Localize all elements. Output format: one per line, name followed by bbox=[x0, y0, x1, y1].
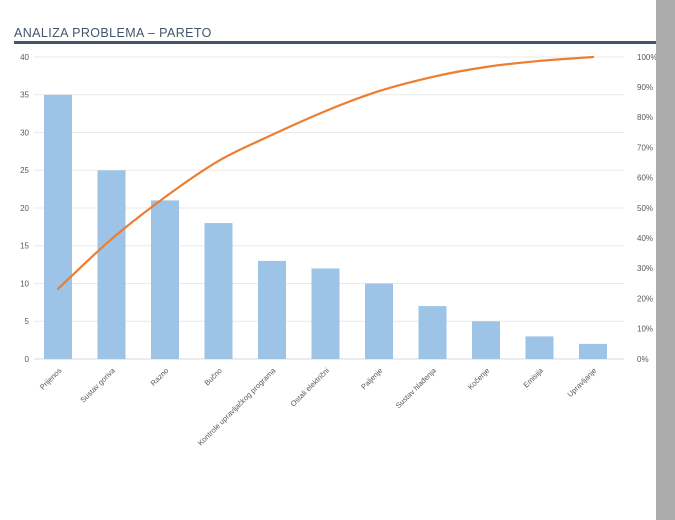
right-axis-tick-label: 100% bbox=[637, 53, 656, 62]
left-axis-tick-label: 15 bbox=[20, 242, 29, 251]
category-label: Kočenje bbox=[466, 366, 492, 392]
right-axis-tick-label: 0% bbox=[637, 355, 649, 364]
left-axis-tick-label: 25 bbox=[20, 166, 29, 175]
bar bbox=[579, 343, 607, 359]
right-axis-tick-label: 40% bbox=[637, 234, 653, 243]
cumulative-line bbox=[56, 55, 595, 290]
right-axis-tick-label: 70% bbox=[637, 143, 653, 152]
category-label: Paljenje bbox=[359, 366, 384, 391]
pareto-chart[interactable]: 0 5 10 15 20 25 30 35 40 0% 10% 20% 30% 40% 50% 60% 70% 8… bbox=[0, 0, 656, 520]
left-axis-tick-label: 40 bbox=[20, 53, 29, 62]
right-axis-tick-label: 90% bbox=[637, 83, 653, 92]
title-underline bbox=[14, 41, 656, 44]
category-label: Sustav goriva bbox=[78, 365, 117, 404]
right-axis-tick-label: 60% bbox=[637, 174, 653, 183]
category-label: Prijenos bbox=[38, 366, 64, 392]
left-axis-tick-label: 30 bbox=[20, 128, 29, 137]
category-label: Emisija bbox=[521, 365, 545, 389]
left-axis-tick-label: 0 bbox=[25, 355, 30, 364]
bar bbox=[44, 94, 72, 360]
bar bbox=[525, 336, 554, 359]
bar bbox=[365, 283, 393, 359]
right-axis-tick-label: 20% bbox=[637, 294, 653, 303]
left-axis-tick-label: 5 bbox=[25, 317, 30, 326]
right-axis-tick-label: 80% bbox=[637, 113, 653, 122]
category-label: Bučno bbox=[203, 366, 224, 387]
category-label: Razno bbox=[149, 366, 171, 388]
right-axis-tick-label: 30% bbox=[637, 264, 653, 273]
left-axis-tick-label: 10 bbox=[20, 279, 29, 288]
bar bbox=[311, 268, 340, 359]
bar bbox=[151, 200, 179, 359]
category-label: Upravljanje bbox=[566, 366, 599, 399]
right-axis-tick-label: 10% bbox=[637, 325, 653, 334]
right-margin-strip bbox=[656, 0, 675, 520]
bar bbox=[97, 170, 126, 360]
bar bbox=[258, 260, 286, 359]
page-title: ANALIZA PROBLEMA – PARETO bbox=[14, 26, 212, 40]
bar bbox=[204, 223, 233, 359]
right-axis-tick-label: 50% bbox=[637, 204, 653, 213]
left-axis-tick-label: 35 bbox=[20, 91, 29, 100]
left-axis-tick-label: 20 bbox=[20, 204, 29, 213]
bar bbox=[418, 306, 447, 359]
bar bbox=[472, 321, 500, 360]
category-label: Sustav hlađenja bbox=[394, 365, 439, 410]
category-label: Ostali električni bbox=[289, 366, 332, 409]
chart-page: ANALIZA PROBLEMA – PARETO 0 5 10 15 20 25 30 35… bbox=[0, 0, 656, 520]
